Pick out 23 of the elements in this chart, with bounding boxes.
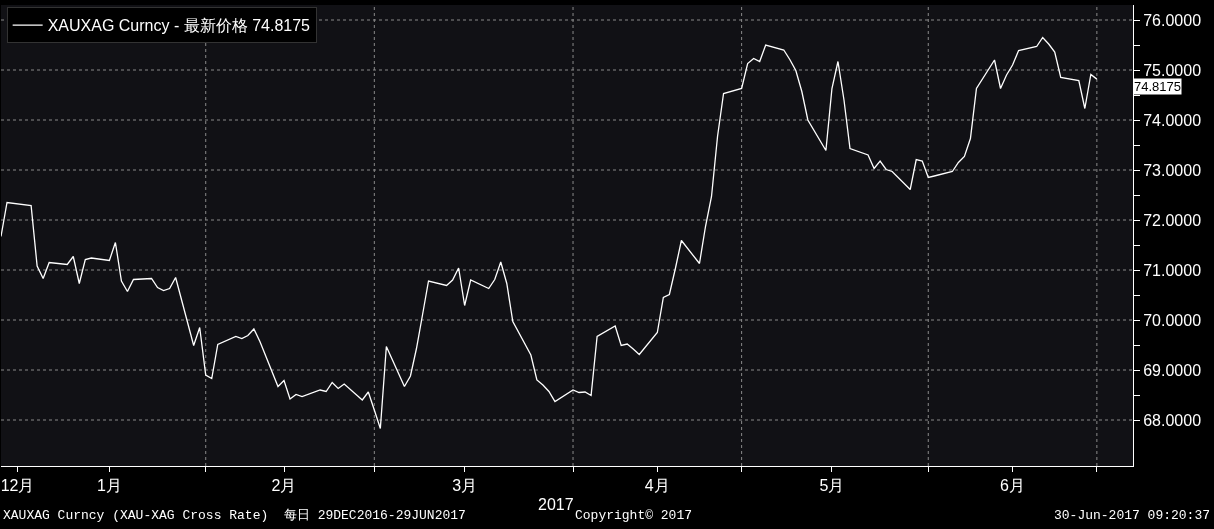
legend-label: XAUXAG Curncy - 最新价格 74.8175	[47, 17, 311, 35]
x-tick-label: 5月	[819, 477, 845, 495]
x-tick-label: 6月	[1000, 477, 1026, 495]
x-tick-label: 12月	[0, 477, 35, 495]
y-tick-label: 69.0000	[1143, 361, 1202, 379]
y-tick-label: 72.0000	[1143, 211, 1202, 229]
x-tick-label: 2月	[271, 477, 297, 495]
y-tick-label: 68.0000	[1143, 411, 1202, 429]
x-tick-label: 1月	[96, 477, 122, 495]
x-tick-label: 4月	[644, 477, 670, 495]
text: Copyright© 2017	[575, 508, 693, 523]
y-tick-label: 74.0000	[1143, 111, 1202, 129]
y-tick-label: 75.0000	[1143, 61, 1202, 79]
x-tick-label: 3月	[452, 477, 478, 495]
text: XAUXAG Curncy (XAU-XAG Cross Rate) 每日 29DEC2016-29JUN2017	[3, 508, 466, 523]
text: 2017	[538, 496, 574, 513]
y-tick-label: 71.0000	[1143, 261, 1202, 279]
y-tick-label: 70.0000	[1143, 311, 1202, 329]
text: 74.8175	[1134, 79, 1181, 94]
y-tick-label: 73.0000	[1143, 161, 1202, 179]
text: 30-Jun-2017 09:20:37	[1054, 508, 1211, 523]
line-series	[1, 36, 1098, 430]
y-tick-label: 76.0000	[1143, 11, 1202, 29]
